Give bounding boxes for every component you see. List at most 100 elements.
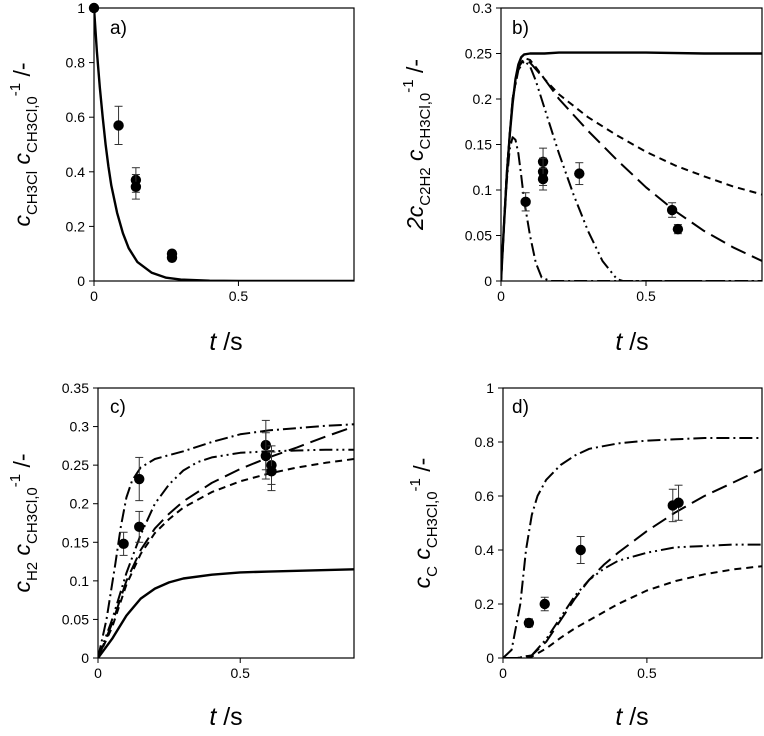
data-point [166,252,178,263]
y-axis-title-part: -1 [407,478,424,491]
y-axis-title-part: c [9,581,35,593]
panel-label: c) [110,397,126,418]
plot-frame [502,387,763,659]
data-point [88,2,100,14]
data-point [118,538,129,550]
x-axis-unit: /s [216,328,242,356]
x-axis-variable: t [615,328,623,356]
x-axis-title: t /s [615,703,648,731]
plot-frame [93,7,355,282]
panel-label: b) [512,18,529,39]
x-axis-variable: t [209,703,217,731]
y-axis-title-part: -1 [7,83,24,96]
y-tick-label: 0.2 [70,496,90,512]
y-tick-label: 1 [486,380,494,396]
x-tick-label: 0 [497,288,505,304]
chart-panel-2: 0 0.5 0 0.05 0.1 0.15 0.2 0.25 0.3 b) t /s 2cC2H2 c… [400,0,763,356]
y-axis-title-part: CH3Cl,0 [424,491,441,548]
x-tick-label: 0 [94,665,102,681]
series-line-solid [501,51,762,281]
y-axis-title: 2cC2H2 cCH3Cl,0-1 /- [400,59,434,231]
data-point [520,196,531,208]
y-tick-label: 0.1 [70,573,90,589]
data-point [537,173,549,185]
data-point [260,450,272,462]
y-tick-label: 0.25 [62,457,89,473]
series-line-dash-dot [503,437,762,658]
y-tick-label: 0.8 [475,434,495,450]
y-tick-label: 0.15 [465,137,492,153]
y-axis-title-part: CH3Cl,0 [24,96,41,153]
y-tick-label: 0 [77,273,85,289]
data-point [575,544,586,556]
data-point [523,617,535,629]
y-tick-label: 0.35 [62,380,89,396]
y-axis-title-part: CH3Cl [24,171,41,215]
data-point [673,497,684,508]
x-axis-title: t /s [209,703,242,731]
y-axis-title-part: /- [9,62,35,82]
y-axis-title-part: c [402,149,428,167]
series-line-dash-dot-dot [98,448,354,658]
y-tick-label: 0 [486,650,494,666]
y-tick-label: 0.6 [66,109,86,125]
y-tick-label: 0.1 [473,182,493,198]
y-axis-title-part: H2 [24,562,41,581]
panel-label: a) [110,18,127,39]
y-axis-title: cH2 cCH3Cl,0-1 /- [7,453,41,592]
x-tick-label: 0.5 [637,665,657,681]
y-axis-title-part: /- [402,59,428,79]
y-axis-title-part: c [409,548,435,566]
y-tick-label: 0.3 [473,0,493,16]
series-line-dash-dot [98,423,354,658]
series-line-solid [94,8,354,281]
y-axis-title-part: C2H2 [417,167,434,205]
y-axis-title: cC cCH3Cl,0-1 /- [407,458,441,589]
series-line-dash-long [98,425,354,658]
series-line-dash-dot-dot [503,543,762,658]
x-axis-unit: /s [622,328,648,356]
y-axis-title-part: c [9,543,35,561]
y-tick-label: 0 [484,273,492,289]
data-point [672,223,684,235]
y-axis-title-part: -1 [400,79,417,92]
data-point [134,521,145,533]
y-tick-label: 0.4 [475,542,495,558]
x-tick-label: 0.5 [230,665,250,681]
x-tick-label: 0.5 [636,288,656,304]
y-tick-label: 0.2 [475,596,495,612]
series-line-dash-dot [501,136,762,281]
y-tick-label: 0.2 [66,218,86,234]
x-tick-label: 0 [90,288,98,304]
y-axis-title-part: c [9,215,35,227]
x-axis-unit: /s [216,703,242,731]
y-tick-label: 0.25 [465,46,492,62]
y-tick-label: 0.8 [66,55,86,71]
y-axis-title-part: -1 [7,474,24,487]
y-axis-title: cCH3Cl cCH3Cl,0-1 /- [7,62,41,226]
panel-label: d) [512,397,529,418]
x-tick-label: 0 [499,665,507,681]
x-axis-unit: /s [622,703,648,731]
y-tick-label: 0.05 [465,228,492,244]
series-line-dash-long [503,468,762,658]
y-tick-label: 0.4 [66,164,86,180]
y-axis-title-part: 2c [402,205,428,231]
x-axis-variable: t [615,703,623,731]
series-line-dash-short [503,565,762,658]
data-point [266,466,277,477]
y-tick-label: 1 [77,0,85,16]
y-tick-label: 0.3 [70,419,90,435]
y-axis-title-part: CH3Cl,0 [24,487,41,544]
data-point [666,204,678,216]
x-tick-label: 0.5 [229,288,249,304]
data-point [113,120,124,131]
y-axis-title-part: /- [409,458,435,478]
series-line-dash-long [501,58,762,281]
x-axis-title: t /s [615,328,648,356]
y-tick-label: 0.2 [473,91,493,107]
data-point [539,598,550,610]
chart-panel-4: 0 0.500.20.40.60.81d)t /scC cCH3Cl,0-1 /- [407,380,763,731]
